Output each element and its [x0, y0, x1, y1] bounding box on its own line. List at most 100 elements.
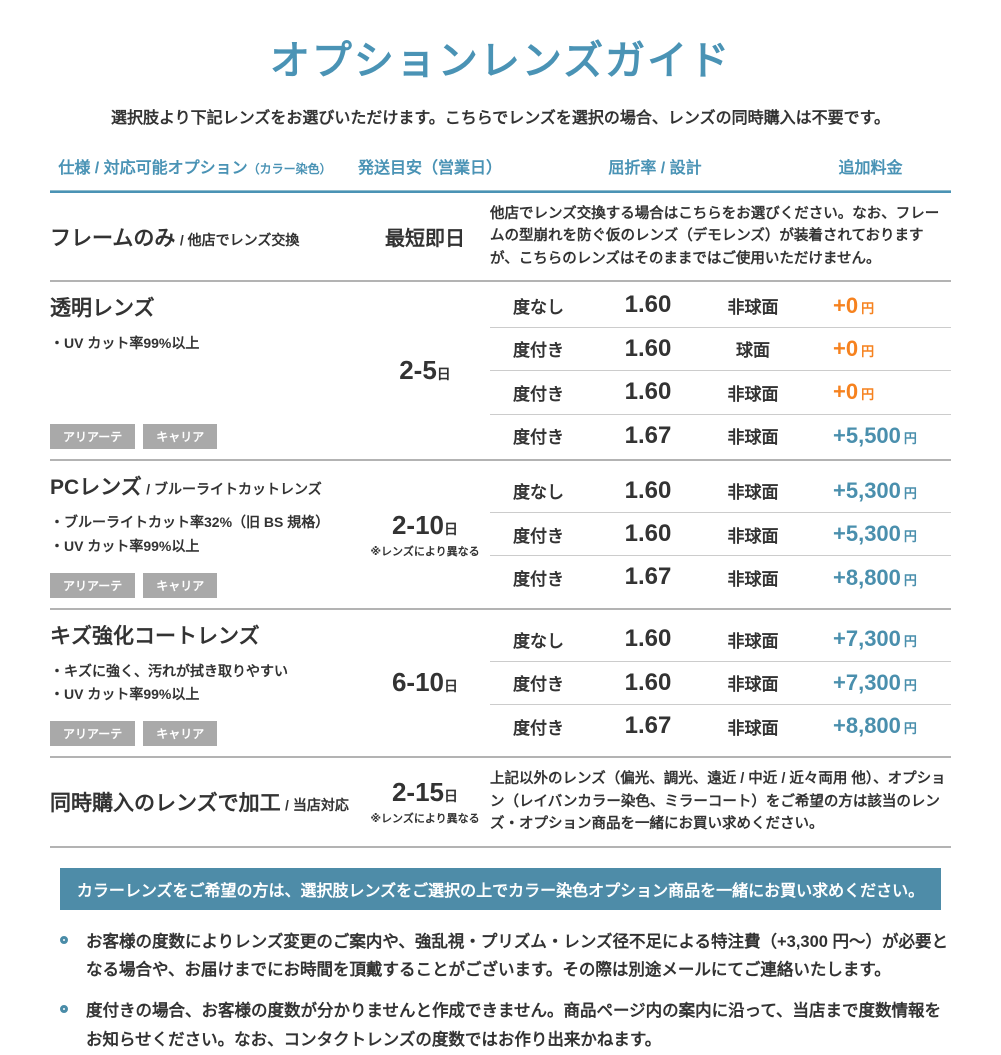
circle-bullet-icon [60, 935, 68, 944]
brand-badges: アリアーテ キャリア [50, 410, 370, 449]
feature-item: ・ブルーライトカット率32%（旧 BS 規格） [50, 513, 330, 530]
power-type-cell: 度なし [513, 483, 564, 503]
footnotes: お客様の度数によりレンズ変更のご案内や、強乱視・プリズム・レンズ径不足による特注… [50, 928, 951, 1055]
color-lens-banner: カラーレンズをご希望の方は、選択肢レンズをご選択の上でカラー染色オプション商品を… [60, 867, 941, 910]
shipping-estimate: 2-5日 [399, 355, 451, 386]
section-divider [50, 458, 951, 461]
feature-item: ・UV カット率99%以上 [50, 335, 200, 352]
lens-option-row: 度付き 1.60 非球面 +0 円 [490, 370, 951, 413]
lens-option-row: 度付き 1.67 非球面 +8,800 円 [490, 704, 951, 747]
yen-suffix: 円 [903, 572, 917, 588]
yen-suffix: 円 [903, 485, 917, 501]
feature-list: ・ブルーライトカット率32%（旧 BS 規格） ・UV カット率99%以上 [50, 511, 370, 559]
refractive-index-cell: 1.60 [624, 378, 672, 406]
yen-suffix: 円 [861, 387, 875, 403]
price-cell: +5,300 円 [833, 477, 917, 503]
brand-badges: アリアーテ キャリア [50, 707, 370, 747]
brand-badge: アリアーテ [50, 721, 136, 747]
brand-badge: アリアーテ [50, 572, 136, 598]
lens-option-row: 度付き 1.67 非球面 +5,500 円 [490, 413, 951, 457]
section-pc-lens: PCレンズ / ブルーライトカットレンズ ・ブルーライトカット率32%（旧 BS… [50, 461, 951, 608]
refractive-index-cell: 1.60 [624, 625, 672, 653]
yen-suffix: 円 [903, 677, 917, 693]
power-type-cell: 度付き [513, 718, 564, 738]
brand-badge: キャリア [143, 721, 218, 747]
brand-badge: アリアーテ [50, 423, 136, 449]
yen-suffix: 円 [903, 430, 917, 446]
lens-type-title: 透明レンズ [50, 297, 155, 321]
shipping-estimate: 2-10日 ※レンズにより異なる [370, 509, 480, 558]
feature-item: ・UV カット率99%以上 [50, 537, 200, 554]
shipping-note: ※レンズにより異なる [370, 545, 480, 558]
design-type-cell: 非球面 [727, 570, 779, 590]
section-frame-only: フレームのみ / 他店でレンズ交換 最短即日 他店でレンズ交換する場合はこちらを… [50, 193, 951, 280]
design-type-cell: 非球面 [727, 718, 779, 738]
power-type-cell: 度付き [513, 526, 564, 546]
power-type-cell: 度付き [513, 341, 564, 361]
lens-option-row: 度なし 1.60 非球面 +5,300 円 [490, 470, 951, 512]
lens-option-row: 度付き 1.60 球面 +0 円 [490, 326, 951, 370]
refractive-index-cell: 1.60 [624, 668, 672, 696]
note-text: 度付きの場合、お客様の度数が分かりませんと作成できません。商品ページ内の案内に沿… [86, 1002, 942, 1050]
shipping-estimate: 6-10日 [391, 667, 459, 698]
design-type-cell: 非球面 [727, 428, 779, 448]
refractive-index-cell: 1.67 [624, 712, 672, 740]
price-cell: +8,800 円 [833, 713, 917, 739]
brand-badges: アリアーテ キャリア [50, 559, 370, 598]
design-type-cell: 球面 [736, 341, 770, 361]
section-description: 上記以外のレンズ（偏光、調光、遠近 / 中近 / 近々両用 他）、オプション（レ… [490, 771, 946, 833]
column-header-spec-sub: （カラー染色） [247, 162, 332, 176]
note-item: 度付きの場合、お客様の度数が分かりませんと作成できません。商品ページ内の案内に沿… [58, 997, 951, 1055]
column-header-shipping: 発送目安（営業日） [357, 160, 502, 177]
brand-badge: キャリア [143, 423, 218, 449]
section-divider [50, 280, 951, 283]
design-type-cell: 非球面 [727, 526, 779, 546]
section-divider [50, 845, 951, 848]
column-header-price: 追加料金 [838, 160, 903, 177]
design-type-cell: 非球面 [727, 298, 779, 318]
power-type-cell: 度なし [513, 298, 564, 318]
page-subtitle: 選択肢より下記レンズをお選びいただけます。こちらでレンズを選択の場合、レンズの同… [110, 110, 891, 127]
shipping-note: ※レンズにより異なる [370, 813, 480, 826]
feature-list: ・UV カット率99%以上 [50, 332, 370, 356]
feature-item: ・キズに強く、汚れが拭き取りやすい [50, 662, 288, 679]
refractive-index-cell: 1.60 [624, 334, 672, 362]
section-divider [50, 607, 951, 610]
yen-suffix: 円 [861, 300, 875, 316]
section-simultaneous-purchase: 同時購入のレンズで加工 / 当店対応 2-15日 ※レンズにより異なる 上記以外… [50, 758, 951, 845]
yen-suffix: 円 [903, 721, 917, 737]
yen-suffix: 円 [903, 634, 917, 650]
shipping-estimate: 最短即日 [385, 228, 465, 251]
design-type-cell: 非球面 [727, 631, 779, 651]
lens-type-title: キズ強化コートレンズ [50, 624, 260, 648]
section-scratch-coat-lens: キズ強化コートレンズ ・キズに強く、汚れが拭き取りやすい ・UV カット率99%… [50, 610, 951, 757]
column-header-spec-label: 仕様 / 対応可能オプション [58, 160, 248, 177]
price-cell: +0 円 [833, 379, 875, 405]
power-type-cell: 度付き [513, 428, 564, 448]
power-type-cell: 度付き [513, 384, 564, 404]
section-clear-lens: 透明レンズ ・UV カット率99%以上 アリアーテ キャリア 2-5日 度なし … [50, 282, 951, 459]
lens-option-row: 度なし 1.60 非球面 +0 円 [490, 284, 951, 326]
feature-item: ・UV カット率99%以上 [50, 686, 200, 703]
price-cell: +5,300 円 [833, 521, 917, 547]
price-cell: +8,800 円 [833, 564, 917, 590]
circle-bullet-icon [60, 1005, 68, 1014]
yen-suffix: 円 [903, 529, 917, 545]
yen-suffix: 円 [861, 343, 875, 359]
brand-badge: キャリア [143, 572, 218, 598]
feature-list: ・キズに強く、汚れが拭き取りやすい ・UV カット率99%以上 [50, 660, 370, 708]
refractive-index-cell: 1.67 [624, 563, 672, 591]
shipping-estimate: 2-15日 ※レンズにより異なる [370, 777, 480, 826]
column-header-spec: 仕様 / 対応可能オプション（カラー染色） [50, 154, 340, 178]
price-cell: +7,300 円 [833, 626, 917, 652]
note-item: お客様の度数によりレンズ変更のご案内や、強乱視・プリズム・レンズ径不足による特注… [58, 928, 951, 986]
lens-type-title: PCレンズ / ブルーライトカットレンズ [50, 475, 322, 499]
lens-option-row: 度付き 1.60 非球面 +5,300 円 [490, 512, 951, 555]
refractive-index-cell: 1.67 [624, 421, 672, 449]
lens-option-row: 度なし 1.60 非球面 +7,300 円 [490, 618, 951, 660]
table-header-row: 仕様 / 対応可能オプション（カラー染色） 発送目安（営業日） 屈折率 / 設計… [50, 154, 951, 178]
design-type-cell: 非球面 [727, 384, 779, 404]
lens-type-title: フレームのみ / 他店でレンズ交換 [50, 226, 300, 250]
refractive-index-cell: 1.60 [624, 291, 672, 319]
